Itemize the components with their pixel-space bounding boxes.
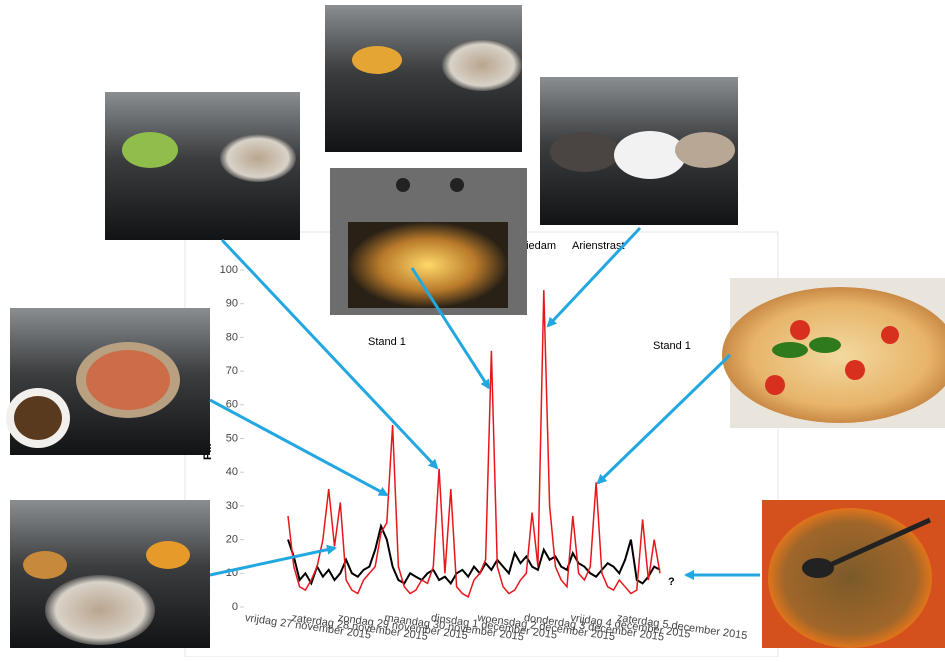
series-line — [287, 290, 661, 599]
y-tick-label: 70 — [226, 365, 238, 377]
y-tick-label: 40 — [226, 466, 238, 478]
y-tick-label: 50 — [226, 432, 238, 444]
annotation: Stand 1 — [368, 336, 406, 348]
annotation: ? — [668, 576, 675, 588]
photo-oven — [330, 168, 527, 315]
legend-label: hiedam — [520, 240, 556, 252]
photo-pizza — [722, 278, 945, 428]
legend-label: Arienstrast — [572, 240, 625, 252]
arrows — [209, 226, 760, 580]
series-line — [287, 522, 661, 586]
y-tick-label: 80 — [226, 331, 238, 343]
y-tick-label: 20 — [226, 534, 238, 546]
y-tick-label: 0 — [232, 601, 238, 613]
y-tick-label: 100 — [220, 264, 238, 276]
photo-stove-2 — [325, 5, 522, 152]
annotation: Stand 1 — [653, 340, 691, 352]
y-tick-label: 30 — [226, 500, 238, 512]
photo-pan — [762, 500, 945, 648]
photo-stove-3 — [540, 77, 738, 225]
photo-stove-1 — [105, 92, 300, 240]
y-tick-label: 90 — [226, 298, 238, 310]
photo-stove-4 — [6, 308, 210, 455]
y-tick-label: 60 — [226, 399, 238, 411]
photo-stove-5 — [10, 500, 210, 648]
